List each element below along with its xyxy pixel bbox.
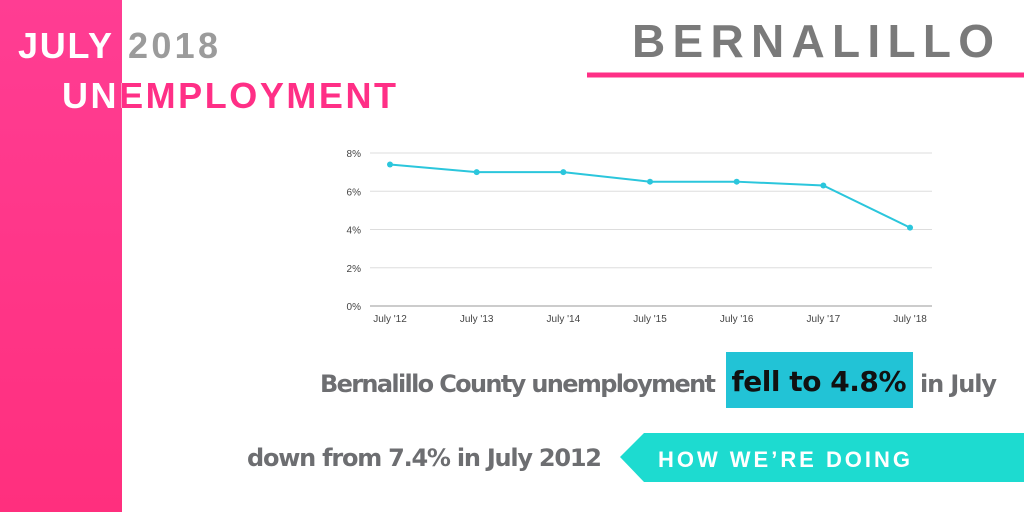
x-tick-label: July '12 <box>373 314 407 325</box>
place-title: BERNALILLO <box>632 15 994 67</box>
y-tick-label: 6% <box>347 187 362 198</box>
data-point <box>387 161 393 168</box>
chart: 0% 2% 4% 6% 8% July '12 July '13 July '14 July '… <box>347 149 932 325</box>
tag-banner <box>620 433 1024 482</box>
x-tick-label: July '13 <box>460 314 494 325</box>
caption-lead: Bernalillo County unemployment <box>320 370 716 398</box>
header-topic: UNEMPLOYMENT <box>62 75 398 116</box>
header-topic: UNEMPLOYMENT <box>62 75 398 116</box>
x-tick-label: July '15 <box>633 314 667 325</box>
data-point <box>907 224 914 231</box>
data-point <box>820 182 827 189</box>
x-tick-label: July '16 <box>720 314 754 325</box>
data-point <box>473 169 480 176</box>
highlight-box <box>726 352 913 408</box>
caption-detail: down from 7.4% in July 2012 <box>247 444 602 472</box>
data-point <box>647 178 654 185</box>
x-tick-label: July '14 <box>547 314 581 325</box>
data-point <box>733 178 740 185</box>
caption-tail: in July <box>920 370 997 398</box>
x-tick-label: July '17 <box>807 314 841 325</box>
header-year: 2018 <box>128 25 220 66</box>
y-tick-label: 2% <box>347 264 362 275</box>
x-tick-label: July '18 <box>893 314 927 325</box>
y-tick-label: 0% <box>347 302 362 313</box>
y-tick-label: 8% <box>347 149 362 160</box>
y-tick-label: 4% <box>347 226 362 237</box>
side-bar <box>0 0 122 512</box>
data-line <box>389 163 911 229</box>
header-month: JULY <box>18 25 114 66</box>
tag-text: HOW WE’RE DOING <box>658 447 910 472</box>
data-point <box>560 169 567 176</box>
caption-highlight: fell to 4.8% <box>732 365 907 398</box>
